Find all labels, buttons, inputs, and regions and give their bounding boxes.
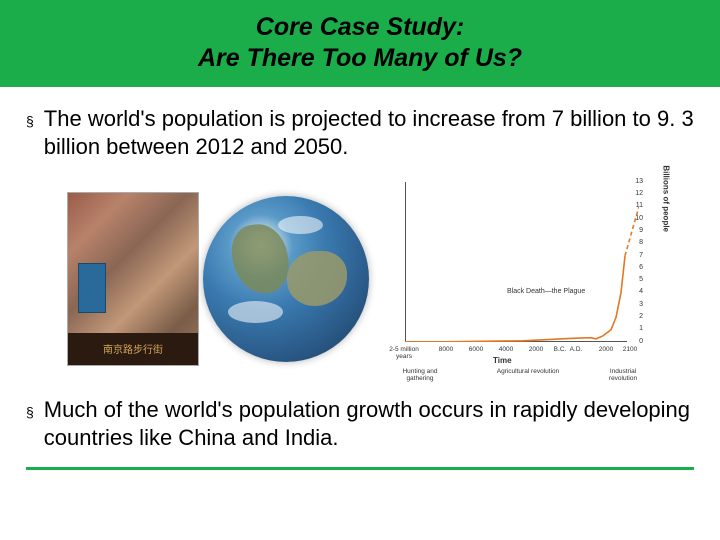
chart-ytick: 6: [631, 264, 643, 271]
bullet-2-text: Much of the world's population growth oc…: [44, 396, 694, 453]
slide-content: § The world's population is projected to…: [0, 87, 720, 453]
crowd-photo: 南京路步行街: [67, 192, 199, 366]
globe-land-africa: [287, 251, 347, 306]
globe-cloud: [228, 301, 283, 323]
bullet-1-text: The world's population is projected to i…: [44, 105, 694, 162]
chart-curve-svg: [405, 182, 639, 342]
chart-era-label: Hunting and gathering: [395, 368, 445, 382]
chart-ytick: 1: [631, 325, 643, 332]
chart-ytick: 10: [631, 215, 643, 222]
header-line2: Are There Too Many of Us?: [0, 43, 720, 74]
chart-ytick: 0: [631, 338, 643, 345]
chart-ytick: 4: [631, 288, 643, 295]
chart-ytick: 5: [631, 276, 643, 283]
bullet-1: § The world's population is projected to…: [26, 105, 694, 162]
population-chart: Billions of people Time Black Death—the …: [373, 176, 653, 382]
chart-xtick: 4000: [491, 346, 521, 353]
chart-ytick: 8: [631, 239, 643, 246]
chart-ytick: 11: [631, 202, 643, 209]
chart-xtick: 2-5 million years: [389, 346, 419, 360]
chart-ytick: 12: [631, 190, 643, 197]
chart-annotation: Black Death—the Plague: [507, 288, 585, 295]
footer-rule: [26, 467, 694, 470]
bullet-2: § Much of the world's population growth …: [26, 396, 694, 453]
chart-ytick: 3: [631, 301, 643, 308]
chart-xtick: 8000: [431, 346, 461, 353]
bullet-mark: §: [26, 112, 34, 130]
slide-header: Core Case Study: Are There Too Many of U…: [0, 0, 720, 87]
crowd-booth: [78, 263, 106, 313]
bullet-mark: §: [26, 403, 34, 421]
earth-globe: [203, 196, 369, 362]
chart-era-label: Industrial revolution: [601, 368, 645, 382]
chart-ytick: 13: [631, 178, 643, 185]
header-line1: Core Case Study:: [0, 12, 720, 43]
globe-cloud: [278, 216, 323, 234]
chart-x-label: Time: [493, 356, 512, 365]
chart-ytick: 2: [631, 313, 643, 320]
chart-ytick: 7: [631, 252, 643, 259]
chart-era-label: Agricultural revolution: [483, 368, 573, 375]
images-row: 南京路步行街 Billions of people Time Black Dea…: [26, 176, 694, 382]
chart-xtick: 6000: [461, 346, 491, 353]
chart-y-label: Billions of people: [662, 165, 671, 232]
chart-xtick: 2100: [615, 346, 645, 353]
crowd-sign: 南京路步行街: [68, 333, 198, 365]
chart-ytick: 9: [631, 227, 643, 234]
chart-xtick: A.D.: [561, 346, 591, 353]
